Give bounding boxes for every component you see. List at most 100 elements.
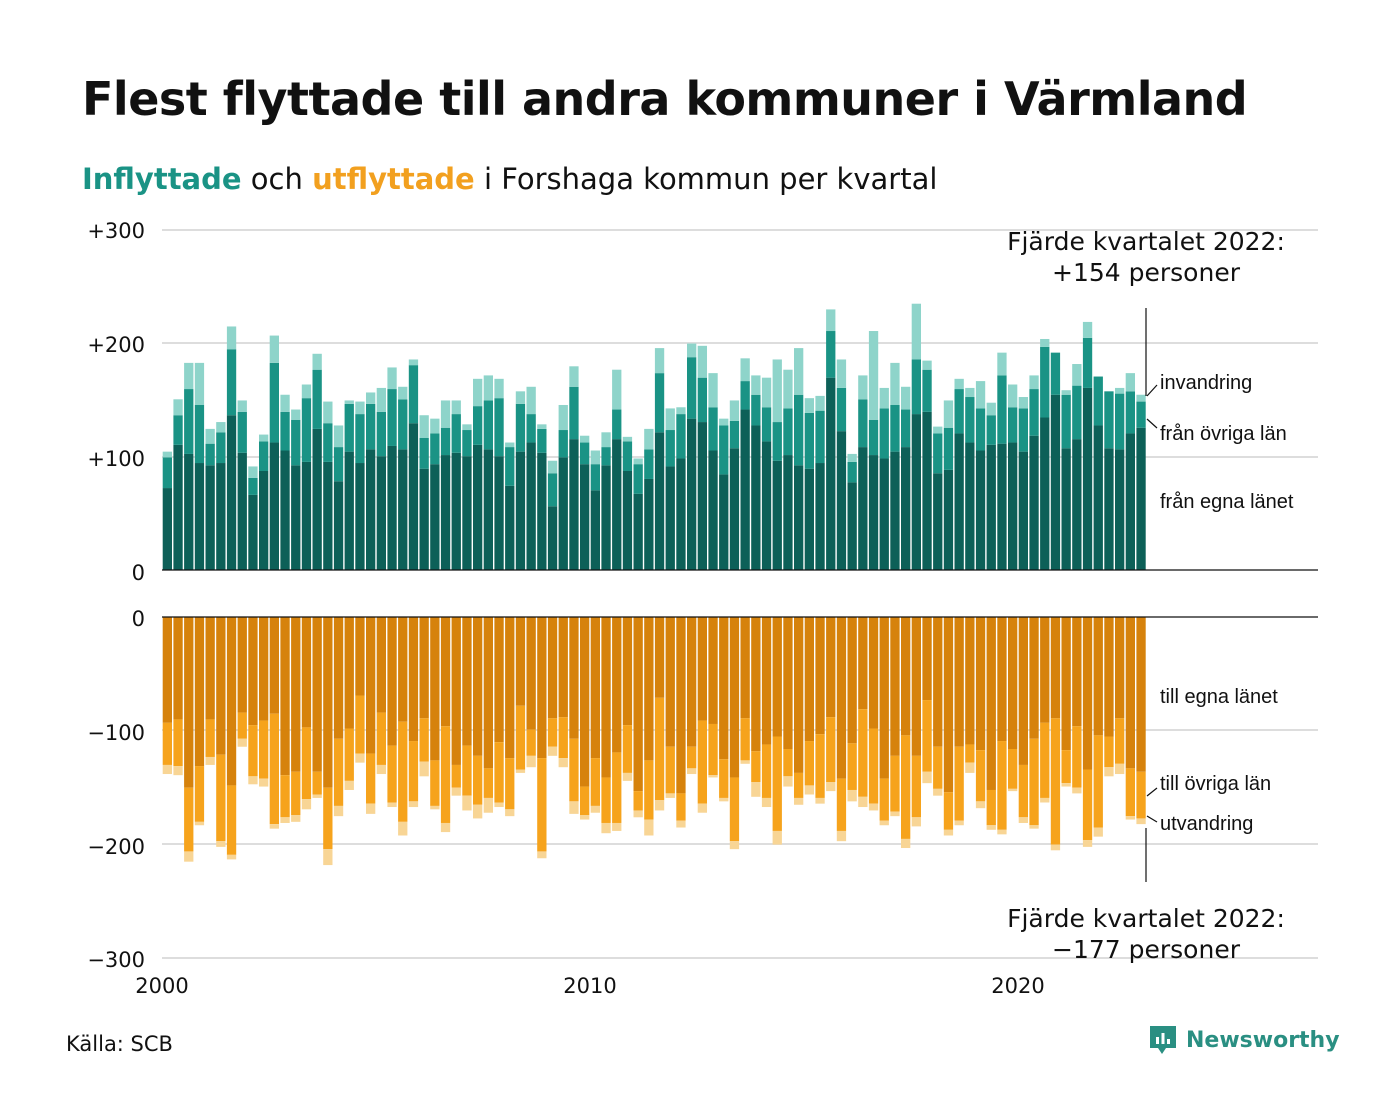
bar-out-0-12	[291, 617, 301, 772]
annotation-top-line1: Fjärde kvartalet 2022:	[1007, 227, 1285, 256]
bar-in-2-6	[226, 326, 237, 350]
label-till-ovriga-lan: till övriga län	[1160, 773, 1271, 795]
bar-in-0-9	[259, 470, 269, 570]
bar-in-0-84	[1061, 448, 1071, 570]
bar-out-0-71	[922, 617, 932, 701]
bar-in-1-73	[943, 427, 954, 470]
bar-out-1-44	[633, 791, 643, 811]
bar-out-1-33	[515, 705, 526, 770]
bar-out-1-74	[954, 746, 964, 821]
bar-out-2-5	[216, 841, 226, 847]
bar-in-0-37	[558, 457, 568, 570]
bar-in-1-13	[301, 398, 312, 462]
bar-in-1-56	[761, 407, 772, 442]
bar-in-2-17	[344, 400, 354, 404]
bar-in-0-77	[986, 444, 996, 570]
bar-out-0-69	[901, 617, 911, 736]
label-utvandring: utvandring	[1160, 813, 1253, 835]
bar-in-2-38	[569, 366, 579, 387]
gridlines	[162, 229, 1318, 959]
bar-in-1-17	[344, 403, 354, 452]
bar-in-0-42	[612, 439, 622, 570]
bar-in-1-27	[451, 414, 461, 453]
bar-in-2-62	[826, 309, 836, 332]
bar-out-0-11	[280, 617, 290, 776]
bar-in-1-23	[408, 365, 419, 424]
bar-out-1-30	[483, 768, 493, 798]
bar-in-1-5	[216, 432, 226, 464]
bar-out-1-82	[1040, 722, 1050, 798]
bar-in-0-78	[997, 443, 1007, 570]
bar-out-0-86	[1082, 617, 1093, 770]
bar-in-2-81	[1029, 375, 1039, 390]
bar-in-2-21	[387, 367, 397, 390]
bar-in-0-34	[526, 442, 536, 570]
bar-out-1-85	[1072, 726, 1082, 788]
bar-in-1-53	[729, 420, 740, 449]
bar-out-2-64	[847, 789, 857, 802]
bar-out-2-57	[772, 830, 782, 845]
bar-out-0-25	[430, 617, 440, 761]
bar-out-1-24	[419, 718, 429, 762]
bar-out-2-2	[184, 851, 194, 862]
bar-in-0-32	[505, 485, 515, 570]
y-tick-top-200: +200	[87, 333, 145, 357]
bar-in-2-0	[162, 451, 172, 458]
bar-out-1-21	[387, 745, 397, 803]
bar-out-0-63	[836, 617, 847, 779]
bar-in-0-83	[1050, 394, 1061, 570]
bar-out-1-36	[547, 718, 558, 747]
bar-in-1-71	[922, 369, 932, 412]
bar-out-0-43	[622, 617, 633, 726]
bar-in-1-14	[312, 369, 322, 429]
bar-in-1-28	[462, 430, 472, 457]
bar-out-2-4	[205, 756, 215, 765]
bar-out-0-60	[804, 617, 814, 742]
bar-in-2-65	[858, 375, 868, 400]
bar-in-0-60	[804, 468, 814, 570]
bar-in-0-5	[216, 463, 226, 570]
bar-in-1-31	[494, 398, 504, 457]
bar-out-1-52	[719, 759, 729, 798]
chart-title: Flest flyttade till andra kommuner i Vär…	[82, 72, 1248, 126]
bar-out-1-38	[569, 738, 579, 802]
bar-in-0-47	[665, 466, 675, 570]
bar-out-2-70	[911, 817, 921, 827]
bar-out-0-64	[847, 617, 857, 744]
bar-in-2-43	[622, 436, 633, 442]
bar-out-1-78	[997, 741, 1007, 830]
bar-in-1-46	[654, 373, 665, 433]
bar-in-2-8	[248, 466, 258, 478]
bar-in-0-39	[580, 464, 590, 570]
bar-out-1-72	[933, 746, 943, 789]
bar-in-2-30	[483, 375, 493, 401]
bar-out-1-45	[644, 760, 654, 820]
bar-in-0-67	[879, 458, 889, 570]
bar-out-0-72	[933, 617, 943, 747]
bar-out-2-67	[879, 820, 889, 826]
bar-out-1-1	[173, 719, 183, 767]
bar-out-2-27	[451, 787, 461, 796]
bar-out-1-80	[1018, 764, 1028, 818]
bar-out-0-88	[1104, 617, 1114, 737]
bar-in-2-46	[654, 348, 665, 374]
axis-lines	[162, 569, 1318, 618]
bar-out-0-22	[398, 617, 408, 722]
bar-in-2-75	[965, 387, 975, 398]
bar-out-0-34	[526, 617, 536, 730]
bar-out-1-2	[184, 787, 194, 852]
bar-in-2-13	[301, 384, 312, 399]
x-tick-2020: 2020	[991, 974, 1044, 998]
bar-in-2-76	[975, 381, 986, 409]
bar-in-0-12	[291, 465, 301, 570]
bar-in-1-35	[537, 428, 547, 453]
bar-out-1-67	[879, 778, 889, 821]
bar-out-0-31	[494, 617, 504, 743]
bar-out-2-46	[654, 800, 665, 811]
bar-in-1-87	[1093, 376, 1103, 426]
bar-in-2-37	[558, 404, 568, 431]
bar-in-2-48	[676, 407, 686, 415]
bar-out-1-84	[1061, 750, 1071, 784]
newsworthy-logo-icon	[1150, 1026, 1176, 1054]
bar-out-1-19	[366, 753, 376, 804]
